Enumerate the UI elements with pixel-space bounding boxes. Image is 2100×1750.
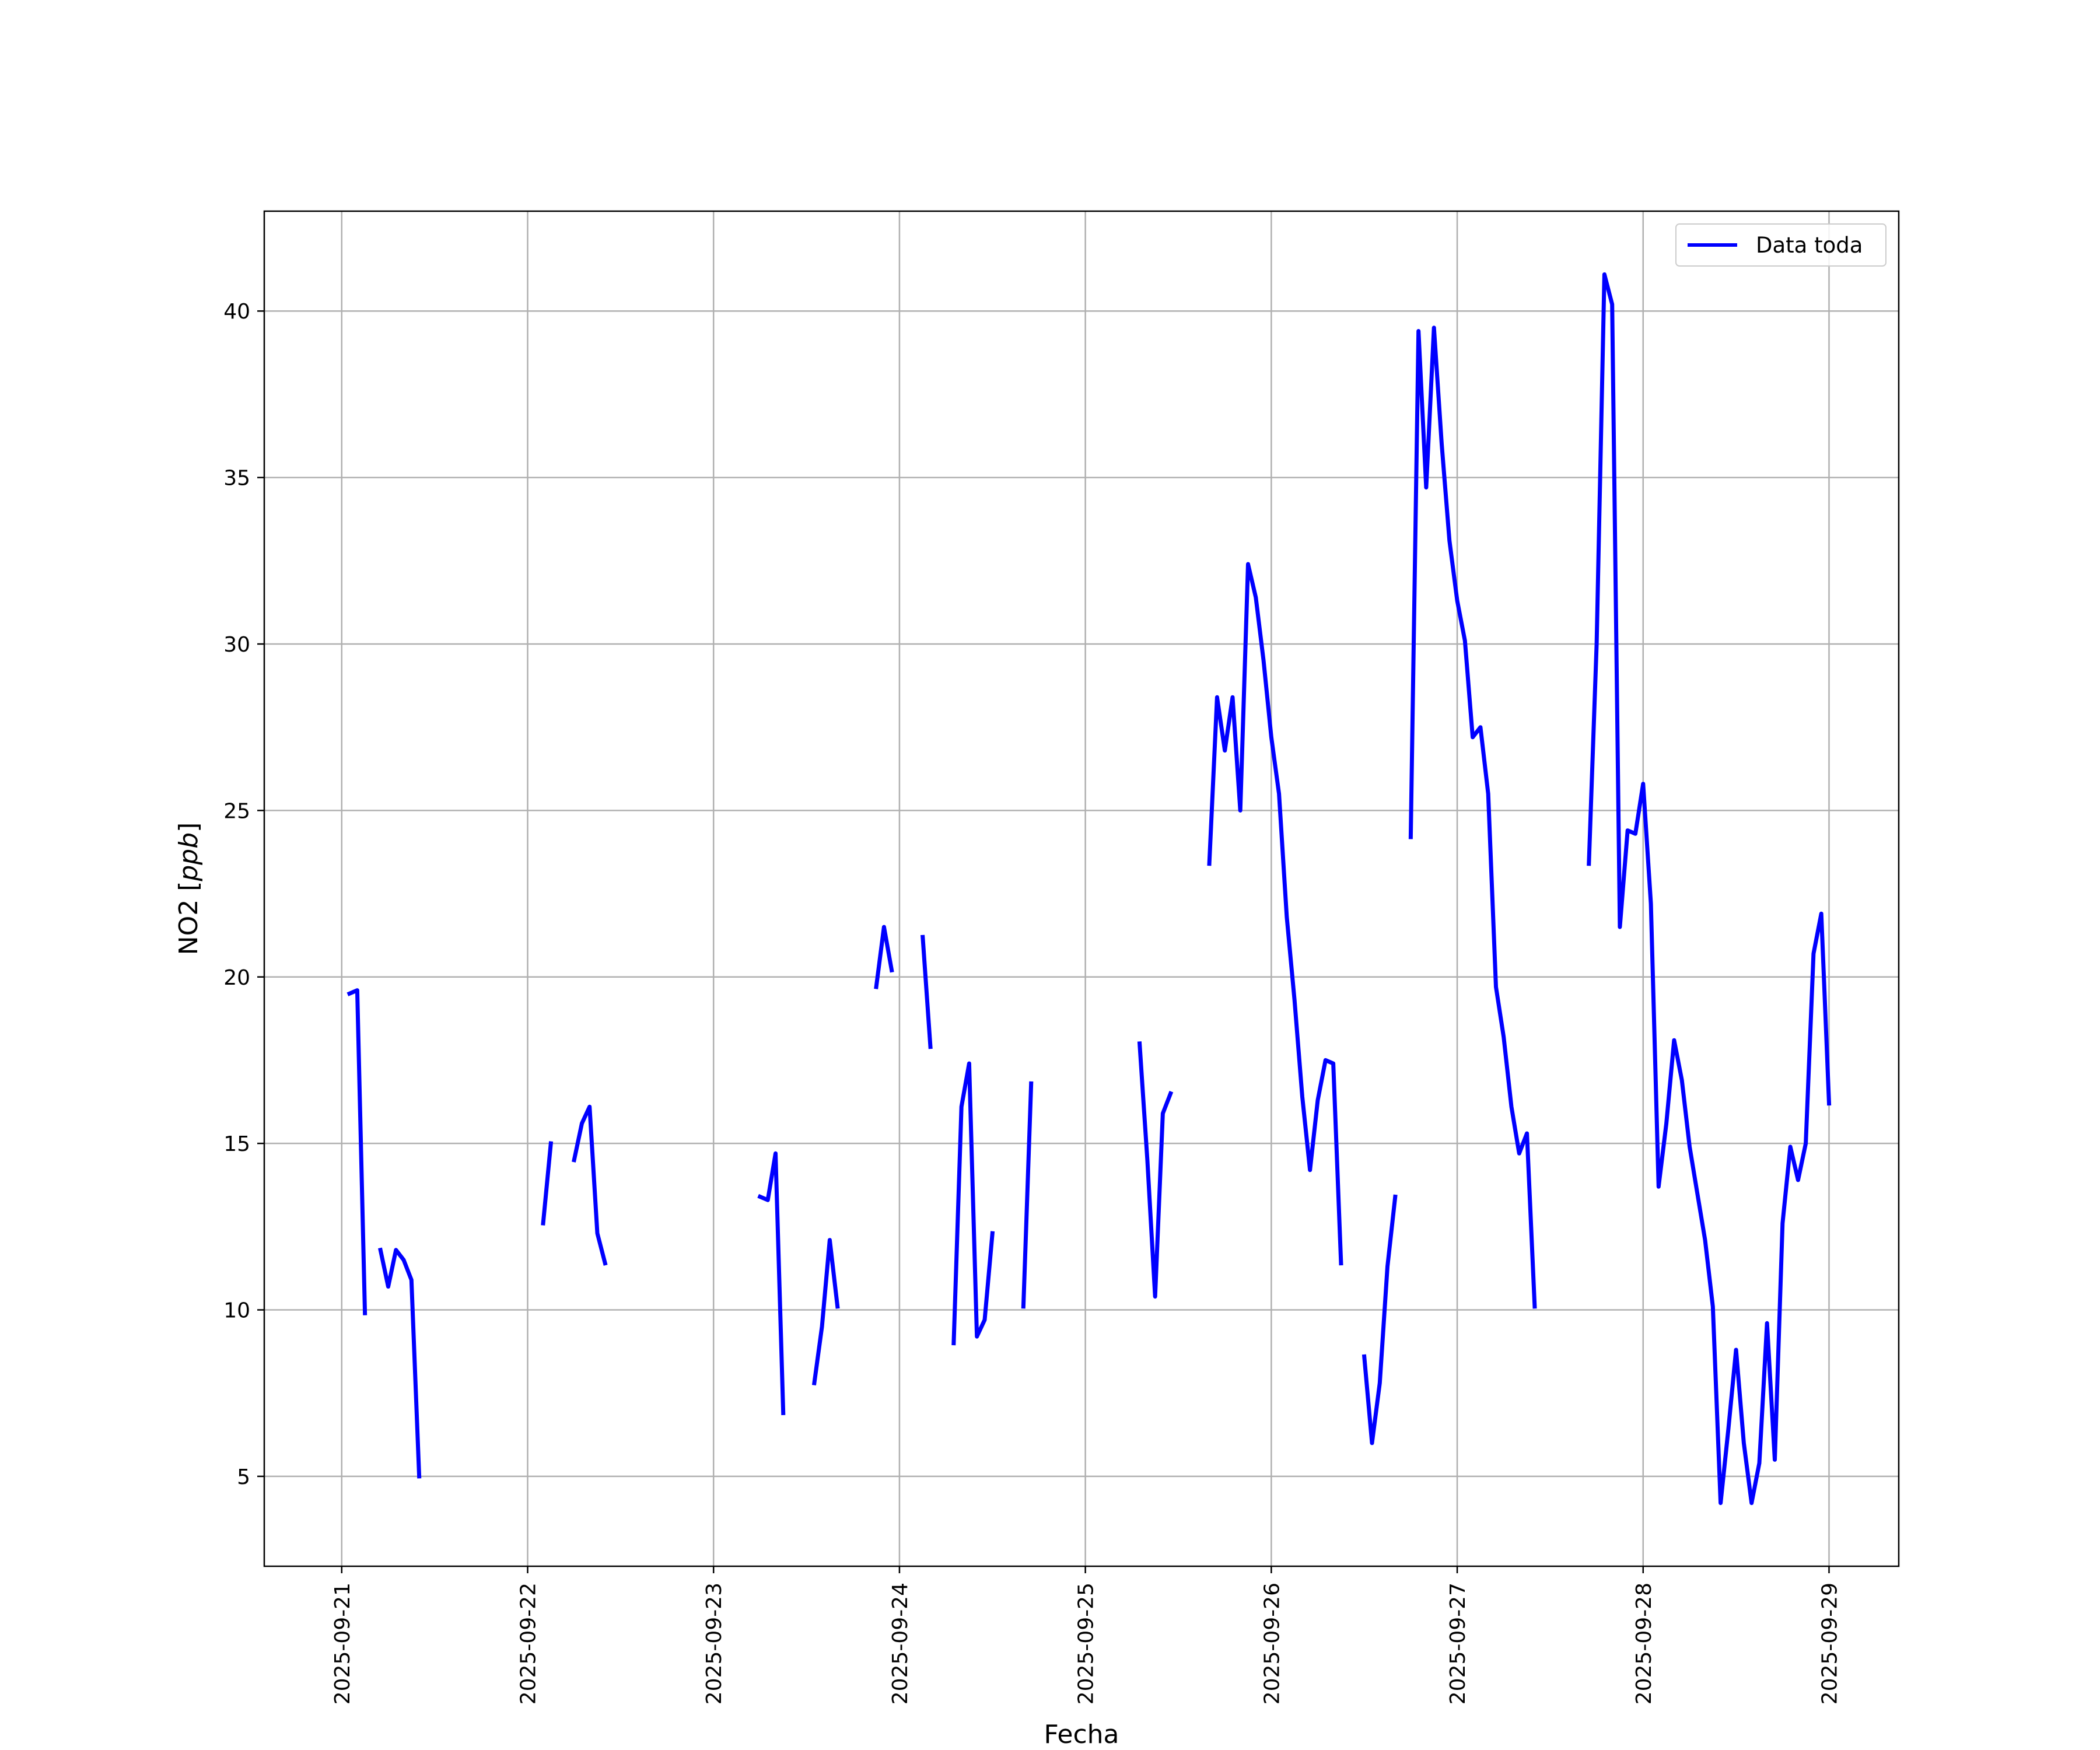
series-segment-5 bbox=[757, 1151, 786, 1416]
y-tick-label-30: 30 bbox=[223, 633, 250, 657]
y-tick-label-20: 20 bbox=[223, 966, 250, 990]
series-segment-15 bbox=[1587, 272, 1832, 1506]
legend: Data toda bbox=[1675, 223, 1887, 267]
x-tick-label-2025-09-27: 2025-09-27 bbox=[1446, 1583, 1470, 1704]
grid bbox=[264, 211, 1899, 1566]
series-segment-12 bbox=[1207, 562, 1343, 1266]
series-segment-2 bbox=[378, 1247, 422, 1479]
x-tick-label-2025-09-23: 2025-09-23 bbox=[702, 1583, 726, 1704]
axes-frame bbox=[263, 210, 1900, 1567]
series-segment-4 bbox=[572, 1104, 608, 1266]
y-axis-label: NO2 [ppb] bbox=[174, 822, 204, 956]
series-segment-8 bbox=[921, 935, 933, 1049]
x-tick-label-2025-09-26: 2025-09-26 bbox=[1260, 1583, 1284, 1704]
series-segment-11 bbox=[1137, 1041, 1174, 1299]
legend-entry-data-toda: Data toda bbox=[1756, 233, 1863, 258]
y-axis-label-unit: ppb bbox=[174, 832, 204, 882]
series-data-toda bbox=[346, 272, 1832, 1506]
y-tick-label-25: 25 bbox=[223, 799, 250, 823]
y-tick-label-10: 10 bbox=[223, 1299, 250, 1323]
series-segment-13 bbox=[1362, 1194, 1398, 1446]
y-tick-label-40: 40 bbox=[223, 300, 250, 324]
y-axis-label-close: ] bbox=[174, 822, 204, 832]
series-segment-1 bbox=[346, 988, 368, 1315]
y-tick-label-5: 5 bbox=[237, 1465, 250, 1489]
series-segment-6 bbox=[811, 1238, 840, 1386]
series-segment-7 bbox=[874, 925, 894, 989]
y-axis-label-main: NO2 [ bbox=[174, 881, 204, 956]
ticks: 2025-09-21 2025-09-22 2025-09-23 2025-09-24… bbox=[223, 300, 1842, 1704]
series-segment-3 bbox=[541, 1141, 554, 1226]
series-segment-10 bbox=[1021, 1081, 1034, 1309]
y-tick-label-35: 35 bbox=[223, 467, 250, 491]
legend-box bbox=[1675, 223, 1887, 267]
x-tick-label-2025-09-24: 2025-09-24 bbox=[888, 1583, 912, 1704]
x-tick-label-2025-09-29: 2025-09-29 bbox=[1818, 1583, 1842, 1704]
x-tick-label-2025-09-28: 2025-09-28 bbox=[1632, 1583, 1656, 1704]
x-axis-label: Fecha bbox=[1044, 1720, 1119, 1749]
y-tick-label-15: 15 bbox=[223, 1132, 250, 1156]
series-segment-14 bbox=[1408, 326, 1537, 1309]
series-segment-9 bbox=[951, 1061, 995, 1346]
x-tick-label-2025-09-22: 2025-09-22 bbox=[517, 1583, 541, 1704]
x-tick-label-2025-09-25: 2025-09-25 bbox=[1074, 1583, 1098, 1704]
x-tick-label-2025-09-21: 2025-09-21 bbox=[331, 1583, 355, 1704]
